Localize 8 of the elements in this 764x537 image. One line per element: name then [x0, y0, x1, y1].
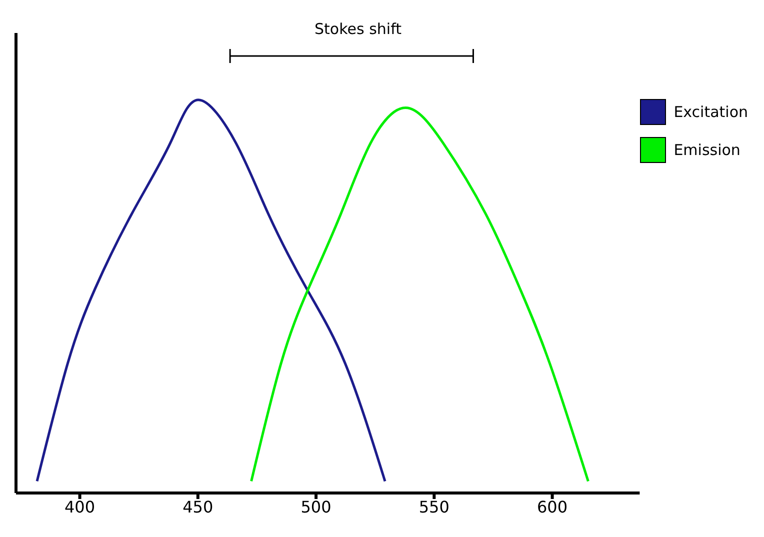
x-tick-label: 450	[182, 497, 214, 516]
x-tick-label: 500	[300, 497, 332, 516]
x-tick-label: 400	[64, 497, 96, 516]
x-tick-label: 600	[537, 497, 568, 516]
text: Stokes shift	[314, 20, 402, 38]
legend-label: Emission	[674, 140, 740, 161]
x-tick-label: 550	[418, 497, 450, 516]
legend-label: Excitation	[674, 102, 748, 123]
